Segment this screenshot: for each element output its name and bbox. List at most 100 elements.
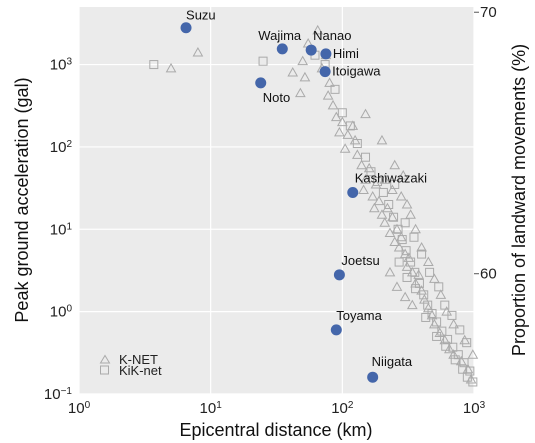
- k-net-point: [322, 90, 334, 100]
- y2-tick-label: 60: [480, 266, 497, 283]
- kik-net-point: [345, 121, 355, 131]
- k-net-point: [358, 184, 369, 194]
- kik-net-point: [397, 235, 407, 245]
- kik-net-point: [402, 272, 412, 282]
- kik-net-point: [400, 218, 410, 228]
- x-tick-label: 102: [331, 400, 354, 418]
- city-label-joetsu: Joetsu: [341, 253, 379, 268]
- k-net-point: [356, 159, 367, 170]
- city-point-joetsu: [333, 269, 345, 281]
- city-point-toyama: [330, 324, 342, 336]
- k-net-point: [444, 343, 455, 354]
- k-net-point: [336, 116, 348, 127]
- kik-net-point: [337, 108, 347, 118]
- k-net-point: [416, 242, 427, 252]
- kik-net-point: [437, 326, 447, 336]
- x-tick-label: 103: [463, 400, 486, 418]
- city-label-noto: Noto: [263, 90, 290, 105]
- city-label-suzu: Suzu: [186, 8, 216, 23]
- kik-net-point: [434, 282, 444, 292]
- k-net-point: [379, 217, 391, 227]
- kik-net-point: [406, 257, 416, 267]
- k-net-point: [448, 349, 459, 359]
- kik-net-point: [458, 364, 468, 374]
- kik-net-point: [448, 342, 458, 352]
- x-tick-label: 100: [68, 400, 91, 418]
- kik-net-point: [373, 177, 383, 187]
- kik-net-point: [447, 310, 457, 320]
- highlight-points: [180, 22, 379, 383]
- x-ticks: 100 101 102 103: [68, 400, 486, 418]
- k-net-point: [360, 174, 371, 184]
- k-net-point: [339, 143, 351, 153]
- city-label-nanao: Nanao: [313, 28, 351, 43]
- kik-net-point: [149, 60, 159, 70]
- y-tick-label: 10−1: [44, 386, 73, 404]
- k-net-point: [165, 62, 177, 73]
- k-net-point: [287, 67, 299, 77]
- k-net-point: [299, 71, 311, 82]
- kik-net-point: [441, 341, 451, 351]
- k-net-point: [403, 252, 415, 262]
- k-net-point: [192, 47, 204, 57]
- k-net-point: [405, 209, 416, 219]
- kik-net-point: [390, 179, 400, 189]
- k-net-point: [399, 248, 411, 259]
- city-point-niigata: [367, 371, 379, 383]
- kik-net-point: [468, 377, 478, 387]
- k-net-point: [368, 202, 380, 213]
- k-net-point: [334, 126, 345, 137]
- y-axis-title: Peak ground acceleration (gal): [12, 77, 32, 322]
- y-tick-label: 103: [50, 56, 73, 74]
- k-net-point: [413, 269, 425, 279]
- city-label-toyama: Toyama: [336, 308, 382, 323]
- y-tick-label: 100: [50, 303, 73, 321]
- kik-net-point: [409, 232, 419, 242]
- kik-net-point: [455, 325, 465, 335]
- kik-net-point: [410, 267, 420, 277]
- k-net-point: [324, 77, 335, 87]
- kik-net-point: [443, 334, 453, 344]
- city-point-suzu: [180, 22, 192, 34]
- k-net-point: [422, 256, 434, 267]
- k-net-point: [367, 190, 379, 201]
- k-net-point: [435, 289, 447, 299]
- kik-net-point: [366, 167, 376, 177]
- k-net-point: [395, 190, 407, 201]
- legend-k-net-label: K-NET: [119, 352, 158, 367]
- city-point-noto: [255, 77, 267, 89]
- k-net-point: [406, 299, 418, 310]
- city-point-himi: [320, 48, 332, 60]
- k-net-point: [312, 24, 324, 35]
- legend: K-NET KiK-net: [99, 352, 162, 378]
- y-tick-label: 101: [50, 221, 73, 239]
- kik-net-point: [440, 300, 450, 310]
- y-ticks: 10−1 100 101 102 103: [44, 56, 73, 403]
- kik-net-point: [462, 338, 472, 348]
- kik-net-point: [465, 366, 475, 376]
- kik-net-point: [462, 372, 472, 382]
- kik-net-point: [378, 187, 388, 197]
- k-net-point: [448, 318, 459, 329]
- kik-net-point: [394, 257, 404, 267]
- kik-net-point: [352, 139, 362, 149]
- kik-net-point: [425, 267, 435, 277]
- k-net-point: [401, 198, 413, 209]
- highlight-labels: Suzu Wajima Nanao Himi Itoigawa Noto Kashiwaza…: [186, 8, 427, 369]
- grid: [78, 7, 475, 395]
- city-point-nanao: [305, 44, 317, 56]
- kik-net-point: [384, 199, 394, 209]
- kik-net-point: [453, 350, 463, 360]
- k-net-point: [391, 281, 403, 291]
- city-label-kashiwazaki: Kashiwazaki: [355, 170, 427, 185]
- kik-net-point: [459, 358, 469, 368]
- k-net-point: [376, 209, 388, 219]
- kik-net-points: [149, 50, 478, 387]
- k-net-point: [297, 55, 309, 66]
- x-tick-label: 101: [200, 400, 223, 418]
- kik-net-point: [419, 290, 429, 300]
- k-net-point: [389, 236, 401, 247]
- city-point-kashiwazaki: [347, 186, 359, 198]
- kik-net-point: [432, 317, 442, 327]
